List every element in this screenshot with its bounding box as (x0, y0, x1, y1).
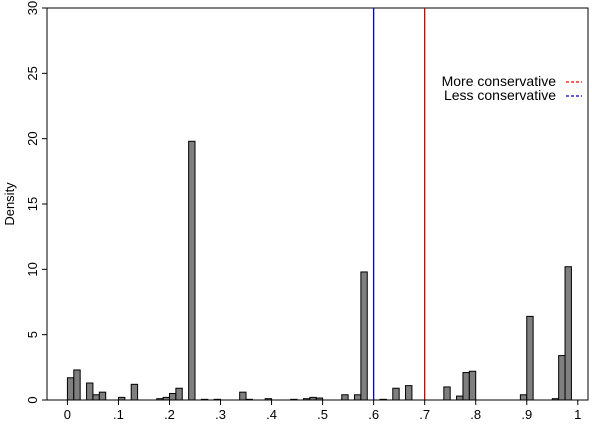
histogram-bar (175, 387, 183, 401)
histogram-bar (519, 394, 528, 401)
x-tick-label: .3 (215, 407, 226, 422)
histogram-bar (98, 391, 107, 401)
y-tick-label: 15 (25, 197, 40, 211)
histogram-bar (468, 370, 477, 401)
x-tick-label: .2 (164, 407, 175, 422)
histogram-bar (86, 382, 94, 401)
histogram-bar (66, 377, 75, 401)
x-tick-label: .6 (368, 407, 379, 422)
y-axis-title: Density (2, 182, 17, 226)
histogram-bar (239, 391, 247, 401)
y-axis-ticks: 0 5 10 15 20 25 30 (25, 1, 47, 404)
x-tick-label: .4 (266, 407, 277, 422)
histogram-bar (456, 395, 464, 401)
x-axis: 0 .1 .2 .3 .4 .5 .6 .7 .8 .9 1 (47, 399, 588, 422)
histogram-bar (526, 315, 534, 401)
histogram-bar (443, 386, 451, 401)
y-tick-label: 0 (25, 396, 40, 403)
histogram-bar (558, 355, 566, 401)
x-tick-label: 0 (64, 407, 71, 422)
y-tick-label: 20 (25, 131, 40, 145)
histogram-bar (354, 394, 362, 401)
y-tick-label: 25 (25, 66, 40, 80)
histogram-bar (564, 266, 572, 401)
y-tick-label: 5 (25, 331, 40, 338)
y-axis: 0 5 10 15 20 25 30 Density (2, 1, 48, 404)
histogram-bar (188, 140, 196, 401)
histogram-bar (462, 372, 470, 401)
histogram-bar (73, 369, 81, 401)
x-tick-label: .8 (470, 407, 481, 422)
plot-area (46, 7, 589, 401)
x-tick-label: .9 (521, 407, 532, 422)
x-axis-ticks: 0 .1 .2 .3 .4 .5 .6 .7 .8 .9 1 (64, 400, 581, 422)
legend-label: Less conservative (444, 87, 556, 103)
histogram-bar (341, 394, 349, 401)
histogram-bars (66, 140, 572, 401)
y-tick-label: 30 (25, 1, 40, 15)
x-tick-label: .5 (317, 407, 328, 422)
reference-lines (372, 8, 426, 400)
y-tick-label: 10 (25, 262, 40, 276)
histogram-bar (405, 385, 413, 401)
legend-label: More conservative (442, 73, 557, 89)
x-tick-label: .1 (113, 407, 124, 422)
histogram-bar (392, 387, 400, 401)
plot-frame (46, 7, 589, 401)
x-tick-label: 1 (574, 407, 581, 422)
histogram-bar (92, 394, 100, 401)
histogram-bar (360, 271, 368, 401)
histogram-bar (168, 392, 177, 401)
x-tick-label: .7 (419, 407, 430, 422)
histogram-bar (130, 383, 139, 401)
